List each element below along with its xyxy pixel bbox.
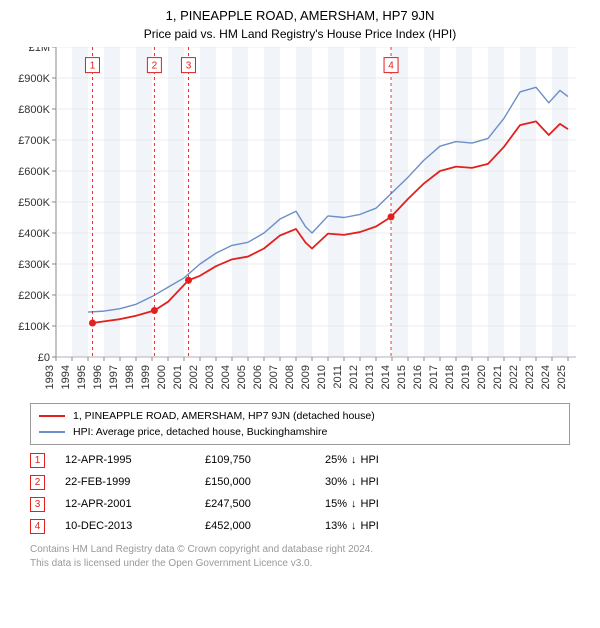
- svg-text:2003: 2003: [204, 365, 216, 389]
- svg-text:2014: 2014: [380, 365, 392, 389]
- svg-text:2012: 2012: [348, 365, 360, 389]
- svg-text:2005: 2005: [236, 365, 248, 389]
- transaction-delta: 15%↓HPI: [325, 498, 425, 510]
- svg-text:£500K: £500K: [18, 197, 50, 209]
- svg-text:1997: 1997: [108, 365, 120, 389]
- svg-text:2002: 2002: [188, 365, 200, 389]
- svg-text:2011: 2011: [332, 365, 344, 389]
- svg-text:£900K: £900K: [18, 73, 50, 85]
- svg-text:£100K: £100K: [18, 321, 50, 333]
- legend-row: 1, PINEAPPLE ROAD, AMERSHAM, HP7 9JN (de…: [39, 408, 561, 424]
- svg-text:2024: 2024: [540, 365, 552, 389]
- transaction-badge: 2: [30, 475, 45, 490]
- transaction-delta: 25%↓HPI: [325, 454, 425, 466]
- svg-text:2006: 2006: [252, 365, 264, 389]
- svg-text:2017: 2017: [428, 365, 440, 389]
- svg-text:£300K: £300K: [18, 259, 50, 271]
- svg-text:1994: 1994: [60, 365, 72, 389]
- svg-text:£1M: £1M: [29, 47, 50, 54]
- transaction-row: 4 10-DEC-2013£452,00013%↓HPI: [30, 515, 570, 537]
- svg-text:2010: 2010: [316, 365, 328, 389]
- svg-text:£200K: £200K: [18, 290, 50, 302]
- transaction-price: £247,500: [205, 498, 325, 510]
- svg-text:2000: 2000: [156, 365, 168, 389]
- transaction-badge: 4: [30, 519, 45, 534]
- transaction-price: £452,000: [205, 520, 325, 532]
- svg-text:1998: 1998: [124, 365, 136, 389]
- svg-text:2004: 2004: [220, 365, 232, 389]
- svg-text:2: 2: [152, 61, 158, 72]
- transaction-row: 2 22-FEB-1999£150,00030%↓HPI: [30, 471, 570, 493]
- svg-text:2015: 2015: [396, 365, 408, 389]
- svg-text:£400K: £400K: [18, 228, 50, 240]
- svg-text:2013: 2013: [364, 365, 376, 389]
- transaction-date: 10-DEC-2013: [65, 520, 205, 532]
- svg-text:2021: 2021: [492, 365, 504, 389]
- svg-text:1999: 1999: [140, 365, 152, 389]
- svg-text:2022: 2022: [508, 365, 520, 389]
- transactions-table: 112-APR-1995£109,75025%↓HPI222-FEB-1999£…: [30, 449, 570, 537]
- transaction-badge: 1: [30, 453, 45, 468]
- arrow-down-icon: ↓: [351, 476, 357, 488]
- transaction-badge: 3: [30, 497, 45, 512]
- attribution-line: This data is licensed under the Open Gov…: [30, 557, 570, 571]
- svg-text:2025: 2025: [556, 365, 568, 389]
- legend-label: HPI: Average price, detached house, Buck…: [73, 426, 327, 438]
- arrow-down-icon: ↓: [351, 520, 357, 532]
- transaction-row: 1 12-APR-1995£109,75025%↓HPI: [30, 449, 570, 471]
- svg-text:2023: 2023: [524, 365, 536, 389]
- transaction-date: 12-APR-2001: [65, 498, 205, 510]
- svg-text:1: 1: [90, 61, 96, 72]
- transaction-delta: 13%↓HPI: [325, 520, 425, 532]
- page-title: 1, PINEAPPLE ROAD, AMERSHAM, HP7 9JN: [0, 8, 600, 23]
- legend-row: HPI: Average price, detached house, Buck…: [39, 424, 561, 440]
- arrow-down-icon: ↓: [351, 498, 357, 510]
- svg-text:2016: 2016: [412, 365, 424, 389]
- legend-swatch: [39, 431, 65, 433]
- attribution: Contains HM Land Registry data © Crown c…: [30, 543, 570, 570]
- svg-text:1996: 1996: [92, 365, 104, 389]
- svg-text:4: 4: [388, 61, 394, 72]
- transaction-date: 22-FEB-1999: [65, 476, 205, 488]
- svg-text:2008: 2008: [284, 365, 296, 389]
- page-subtitle: Price paid vs. HM Land Registry's House …: [0, 27, 600, 41]
- transaction-price: £109,750: [205, 454, 325, 466]
- svg-text:3: 3: [186, 61, 192, 72]
- legend: 1, PINEAPPLE ROAD, AMERSHAM, HP7 9JN (de…: [30, 403, 570, 445]
- legend-label: 1, PINEAPPLE ROAD, AMERSHAM, HP7 9JN (de…: [73, 410, 375, 422]
- transaction-price: £150,000: [205, 476, 325, 488]
- legend-swatch: [39, 415, 65, 417]
- svg-text:2019: 2019: [460, 365, 472, 389]
- transaction-date: 12-APR-1995: [65, 454, 205, 466]
- svg-text:2007: 2007: [268, 365, 280, 389]
- svg-text:1995: 1995: [76, 365, 88, 389]
- svg-text:1993: 1993: [44, 365, 56, 389]
- price-chart: £0 £100K £200K £300K £400K £500K £600K £700K £80…: [0, 47, 600, 397]
- svg-text:2018: 2018: [444, 365, 456, 389]
- svg-text:2001: 2001: [172, 365, 184, 389]
- svg-text:£700K: £700K: [18, 135, 50, 147]
- svg-text:£0: £0: [38, 352, 50, 364]
- svg-text:2009: 2009: [300, 365, 312, 389]
- svg-text:2020: 2020: [476, 365, 488, 389]
- transaction-row: 3 12-APR-2001£247,50015%↓HPI: [30, 493, 570, 515]
- svg-text:£600K: £600K: [18, 166, 50, 178]
- transaction-delta: 30%↓HPI: [325, 476, 425, 488]
- arrow-down-icon: ↓: [351, 454, 357, 466]
- attribution-line: Contains HM Land Registry data © Crown c…: [30, 543, 570, 557]
- svg-text:£800K: £800K: [18, 104, 50, 116]
